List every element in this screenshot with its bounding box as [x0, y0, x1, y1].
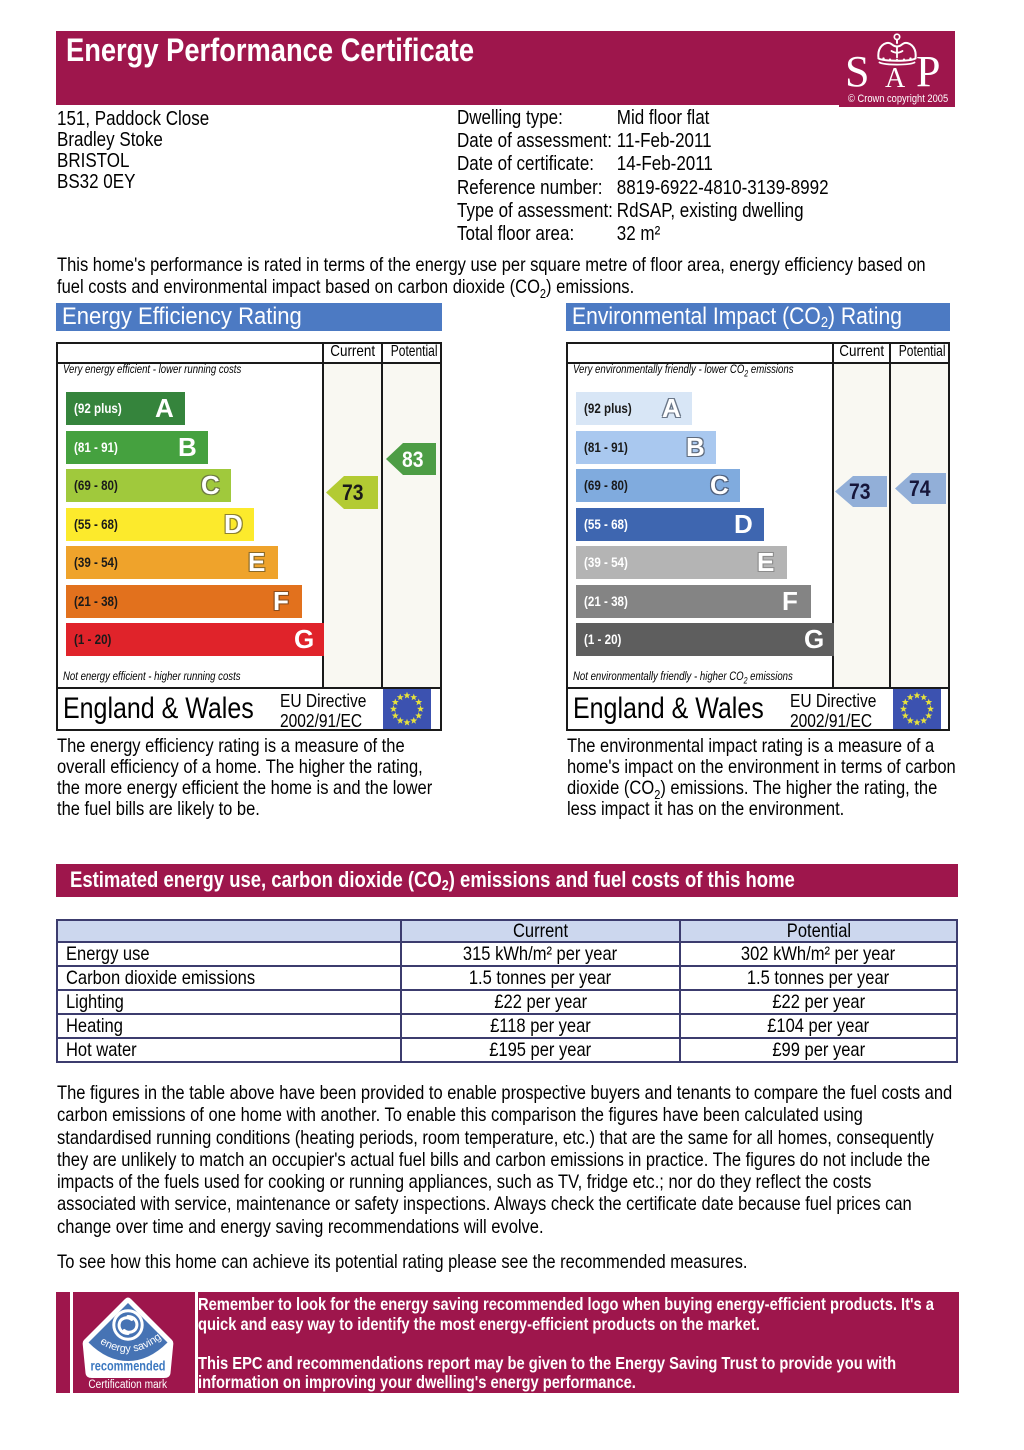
- svg-text:recommended: recommended: [91, 1359, 166, 1374]
